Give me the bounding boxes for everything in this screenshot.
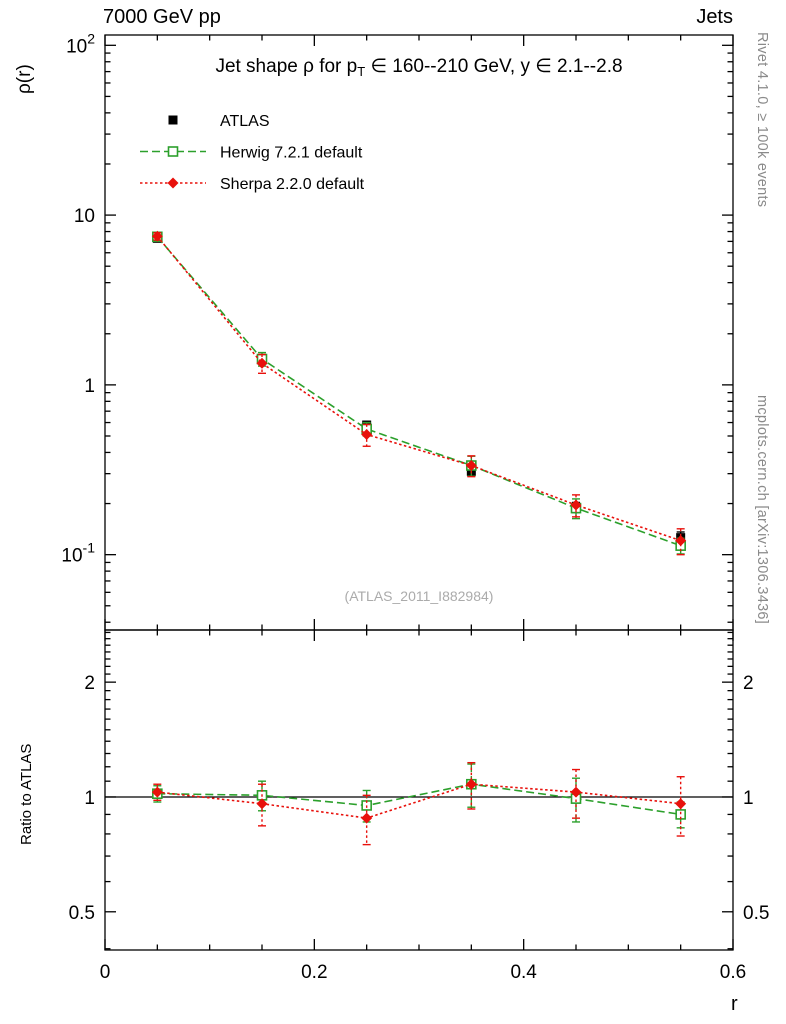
main-y-tick-label: 10-1 bbox=[61, 540, 95, 567]
legend-layer: ATLAS Herwig 7.2.1 default Sherpa 2.2.0 de… bbox=[140, 113, 365, 193]
main-panel-frame bbox=[104, 34, 734, 631]
ratio-y-tick-label: 0.5 bbox=[743, 903, 769, 924]
main-series-2 bbox=[151, 230, 687, 556]
analysis-id-watermark: (ATLAS_2011_I882984) bbox=[344, 588, 494, 604]
main-y-tick-label: 102 bbox=[66, 30, 95, 57]
ratio-series-0-line bbox=[157, 783, 681, 816]
series-layer bbox=[105, 230, 733, 846]
legend-entry-2: Sherpa 2.2.0 default bbox=[140, 176, 365, 193]
main-series-1 bbox=[152, 231, 686, 555]
legend-entry-0: ATLAS bbox=[168, 113, 270, 130]
x-tick-label: 0.4 bbox=[510, 962, 537, 983]
x-tick-label: 0.6 bbox=[720, 962, 746, 983]
legend-marker-2 bbox=[167, 177, 179, 189]
ratio-panel-frame bbox=[104, 629, 734, 951]
main-series-2-marker bbox=[465, 460, 477, 472]
main-series-0 bbox=[152, 233, 686, 545]
main-series-2-marker bbox=[361, 429, 373, 441]
ratio-y-tick-label: 0.5 bbox=[69, 903, 95, 924]
main-y-tick-label: 10 bbox=[74, 206, 95, 227]
ratio-series-1-marker bbox=[151, 786, 163, 798]
ratio-series-1-marker bbox=[256, 798, 268, 810]
legend-entry-1: Herwig 7.2.1 default bbox=[140, 145, 363, 162]
plot-title-post: ∈ 160--210 GeV, y ∈ 2.1--2.8 bbox=[365, 56, 623, 77]
legend-label-1: Herwig 7.2.1 default bbox=[220, 145, 363, 162]
plot-title: Jet shape ρ for pT ∈ 160--210 GeV, y ∈ 2… bbox=[105, 55, 733, 79]
ratio-y-tick-label: 1 bbox=[84, 788, 95, 809]
plot-title-subscript: T bbox=[357, 64, 366, 79]
y-axis-label-ratio: Ratio to ATLAS bbox=[18, 743, 35, 845]
ratio-y-tick-label: 2 bbox=[743, 673, 754, 694]
header-beam-energy: 7000 GeV pp bbox=[103, 6, 221, 28]
main-series-2-marker bbox=[151, 230, 163, 242]
header-analysis-group: Jets bbox=[696, 6, 733, 28]
rivet-version-note: Rivet 4.1.0, ≥ 100k events bbox=[754, 32, 770, 208]
x-axis-label: r bbox=[731, 993, 738, 1015]
ratio-y-tick-label: 2 bbox=[84, 673, 95, 694]
ratio-series-1-marker bbox=[675, 798, 687, 810]
main-series-2-marker bbox=[675, 535, 687, 547]
ratio-series-1-line bbox=[157, 783, 681, 819]
main-series-2-line bbox=[156, 235, 681, 542]
axes-layer bbox=[104, 34, 734, 951]
x-tick-label: 0.2 bbox=[301, 962, 327, 983]
ratio-series-1 bbox=[151, 761, 687, 846]
main-series-2-marker bbox=[256, 357, 268, 369]
mcplots-reference-note: mcplots.cern.ch [arXiv:1306.3436] bbox=[754, 395, 770, 625]
x-tick-label: 0 bbox=[100, 962, 111, 983]
ratio-series-1-marker bbox=[361, 812, 373, 824]
ratio-series-1-marker bbox=[570, 786, 582, 798]
ratio-series-1-marker bbox=[465, 778, 477, 790]
legend-label-0: ATLAS bbox=[220, 113, 270, 130]
plot-title-pre: Jet shape ρ for p bbox=[215, 56, 358, 77]
y-axis-label-main: ρ(r) bbox=[14, 64, 35, 94]
ratio-y-tick-label: 1 bbox=[743, 788, 754, 809]
legend-marker-0 bbox=[168, 115, 178, 125]
legend-marker-1 bbox=[167, 146, 179, 157]
main-series-2-marker bbox=[570, 499, 582, 511]
legend-label-2: Sherpa 2.2.0 default bbox=[220, 176, 365, 193]
main-series-1-line bbox=[156, 236, 681, 547]
labels-layer: 102 10 1 10-1 2 2 1 1 0.5 0.5 0 0.2 0.4 0.6 bbox=[61, 30, 769, 983]
main-y-tick-label: 1 bbox=[84, 376, 95, 397]
